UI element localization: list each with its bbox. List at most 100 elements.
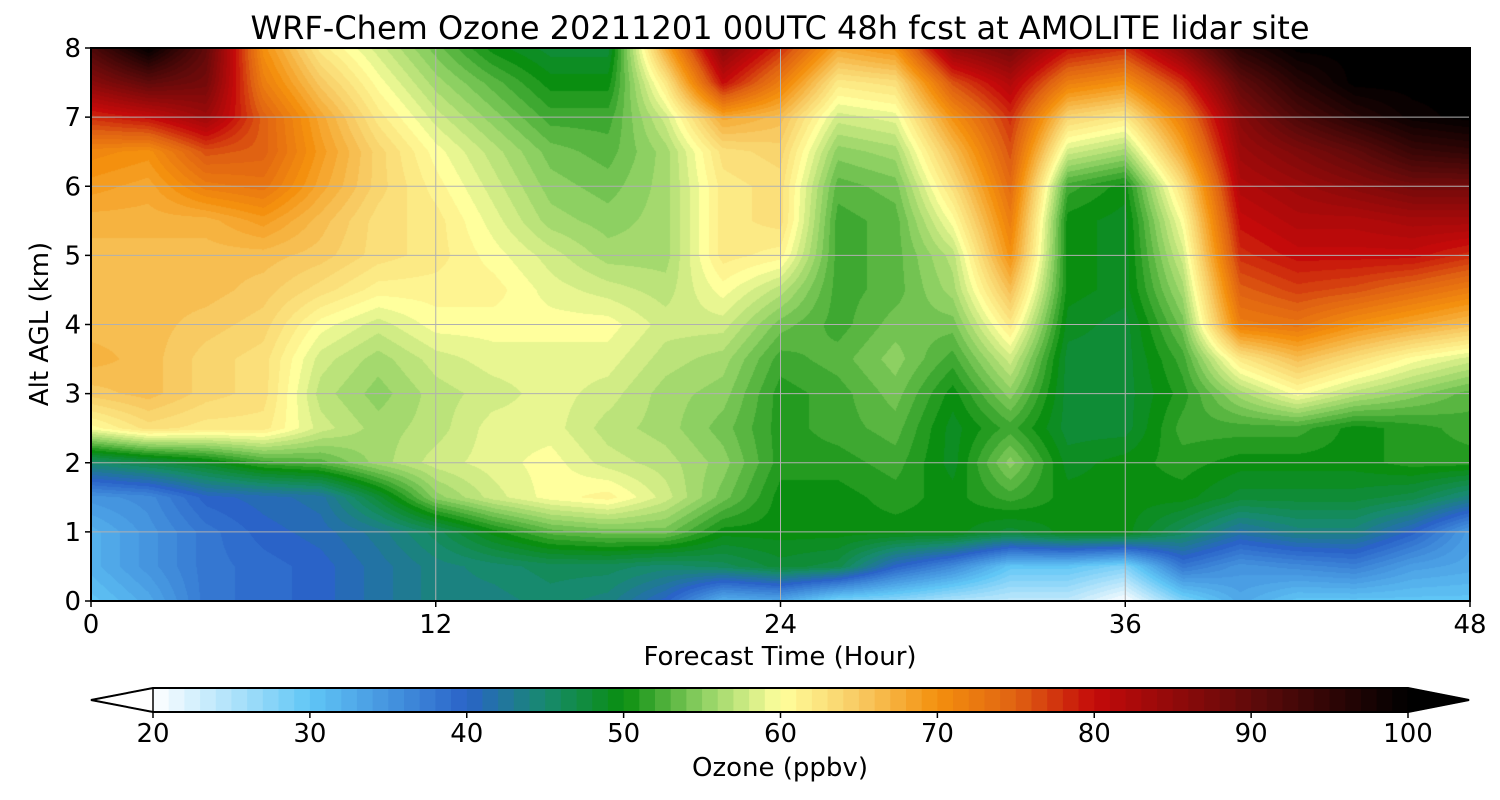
colorbar-swatch	[874, 688, 891, 712]
colorbar-swatch	[1298, 688, 1315, 712]
colorbar-tick-label: 50	[607, 719, 640, 749]
colorbar-swatch	[341, 688, 358, 712]
y-tick-label: 4	[64, 311, 81, 341]
colorbar-swatch	[184, 688, 201, 712]
colorbar-swatch	[890, 688, 907, 712]
colorbar-swatch	[921, 688, 938, 712]
colorbar-swatch	[1251, 688, 1268, 712]
colorbar-swatch	[906, 688, 923, 712]
colorbar-swatch	[513, 688, 531, 712]
colorbar-swatch	[529, 688, 546, 712]
x-tick-label: 0	[83, 610, 100, 640]
colorbar-swatch	[231, 688, 248, 712]
y-tick-label: 0	[64, 587, 81, 617]
colorbar-swatch	[1031, 688, 1048, 712]
colorbar-swatch	[702, 688, 719, 712]
colorbar-tick-label: 70	[921, 719, 954, 749]
colorbar-swatch	[733, 688, 750, 712]
colorbar-tick-label: 30	[293, 719, 326, 749]
colorbar-swatch	[1392, 688, 1409, 712]
colorbar-swatch	[1266, 688, 1284, 712]
colorbar-swatch	[780, 688, 797, 712]
colorbar-swatch	[1109, 688, 1127, 712]
colorbar-swatch	[827, 688, 844, 712]
colorbar: 20 30 40 50 60 70 80 90 100	[90, 687, 1470, 749]
colorbar-tick-label: 80	[1078, 719, 1111, 749]
y-tick-label: 5	[64, 241, 81, 271]
colorbar-swatch	[686, 688, 703, 712]
colorbar-swatch	[1376, 688, 1393, 712]
colorbar-swatch	[372, 688, 389, 712]
colorbar-swatch	[466, 688, 484, 712]
colorbar-swatch	[153, 688, 170, 712]
colorbar-swatch	[1078, 688, 1095, 712]
colorbar-swatch	[937, 688, 954, 712]
colorbar-extend-max	[1407, 687, 1470, 713]
colorbar-swatch	[1141, 688, 1158, 712]
colorbar-swatch	[247, 688, 264, 712]
colorbar-swatch	[639, 688, 656, 712]
colorbar-swatch	[419, 688, 436, 712]
colorbar-swatch	[325, 688, 342, 712]
colorbar-swatch	[1047, 688, 1064, 712]
colorbar-swatch	[545, 688, 562, 712]
chart-title: WRF-Chem Ozone 20211201 00UTC 48h fcst a…	[250, 9, 1309, 47]
y-tick-label: 1	[64, 518, 81, 548]
colorbar-tick-label: 60	[764, 719, 797, 749]
colorbar-swatch	[1329, 688, 1346, 712]
colorbar-swatch	[1188, 688, 1205, 712]
colorbar-swatch	[858, 688, 876, 712]
colorbar-swatch	[1313, 688, 1331, 712]
colorbar-swatch	[435, 688, 452, 712]
colorbar-swatch	[1282, 688, 1299, 712]
colorbar-swatch	[200, 688, 217, 712]
colorbar-swatch	[388, 688, 405, 712]
colorbar-swatch	[294, 688, 311, 712]
colorbar-label: Ozone (ppbv)	[692, 753, 868, 783]
colorbar-swatch	[1172, 688, 1189, 712]
colorbar-swatch	[670, 688, 687, 712]
colorbar-swatch	[309, 688, 327, 712]
y-tick-label: 8	[64, 34, 81, 64]
colorbar-swatch	[1360, 688, 1378, 712]
y-axis-label: Alt AGL (km)	[25, 242, 55, 406]
colorbar-swatch	[1125, 688, 1142, 712]
x-tick-label: 24	[764, 610, 797, 640]
colorbar-swatch	[811, 688, 829, 712]
colorbar-swatch	[749, 688, 766, 712]
colorbar-swatch	[278, 688, 295, 712]
colorbar-tick-label: 100	[1383, 719, 1433, 749]
y-tick-label: 6	[64, 172, 81, 202]
colorbar-swatch	[953, 688, 970, 712]
colorbar-swatch	[1094, 688, 1111, 712]
y-tick-label: 7	[64, 103, 81, 133]
colorbar-swatch	[1235, 688, 1252, 712]
colorbar-swatch	[1000, 688, 1017, 712]
colorbar-swatch	[796, 688, 813, 712]
y-axis: 0 1 2 3 4 5 6 7 8	[64, 34, 91, 617]
x-tick-label: 12	[419, 610, 452, 640]
colorbar-tick-label: 40	[450, 719, 483, 749]
colorbar-swatch	[1157, 688, 1174, 712]
colorbar-swatch	[592, 688, 609, 712]
colorbar-swatch	[498, 688, 515, 712]
colorbar-swatch	[1062, 688, 1080, 712]
y-tick-label: 2	[64, 449, 81, 479]
x-axis: 0 12 24 36 48	[83, 601, 1487, 640]
colorbar-swatch	[168, 688, 185, 712]
colorbar-swatch	[607, 688, 625, 712]
colorbar-swatch	[262, 688, 280, 712]
colorbar-swatch	[1015, 688, 1033, 712]
x-tick-label: 48	[1453, 610, 1486, 640]
colorbar-swatch	[560, 688, 578, 712]
colorbar-swatch	[1204, 688, 1221, 712]
x-tick-label: 36	[1109, 610, 1142, 640]
plot-area	[90, 47, 1471, 602]
colorbar-extend-min	[90, 687, 154, 713]
colorbar-swatch	[655, 688, 672, 712]
colorbar-swatch	[984, 688, 1001, 712]
colorbar-swatch	[1219, 688, 1237, 712]
colorbar-swatch	[482, 688, 499, 712]
colorbar-swatch	[1345, 688, 1362, 712]
